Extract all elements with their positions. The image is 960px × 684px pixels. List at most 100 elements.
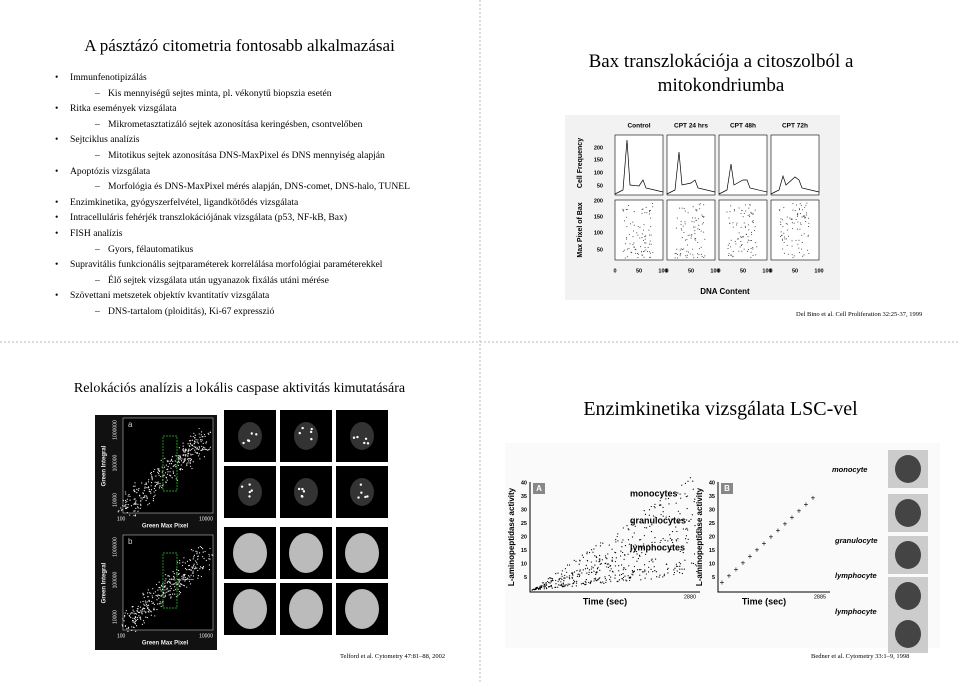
dot bbox=[122, 618, 124, 620]
dot bbox=[161, 601, 163, 603]
dot bbox=[791, 218, 793, 220]
dot bbox=[644, 569, 646, 571]
dot bbox=[805, 220, 807, 222]
dot bbox=[142, 492, 144, 494]
dot bbox=[164, 472, 167, 474]
dot bbox=[749, 214, 751, 216]
dot bbox=[607, 553, 609, 555]
dot bbox=[199, 568, 201, 570]
bullet: Enzimkinetika, gyógyszerfelvétel, ligand… bbox=[48, 195, 468, 211]
tick-label: 100 bbox=[594, 230, 603, 236]
spot bbox=[248, 490, 251, 494]
dot bbox=[584, 568, 587, 570]
tick-label: 100 bbox=[814, 268, 823, 274]
dot bbox=[694, 217, 696, 219]
dot bbox=[182, 449, 184, 451]
dot bbox=[189, 583, 192, 585]
sub-bullet: Gyors, félautomatikus bbox=[70, 242, 468, 258]
marker: + bbox=[741, 559, 746, 568]
dot bbox=[126, 628, 128, 630]
dot bbox=[656, 576, 658, 578]
dot bbox=[544, 585, 546, 587]
dot bbox=[727, 248, 729, 250]
dot bbox=[738, 207, 740, 209]
dot bbox=[148, 608, 150, 610]
dot bbox=[689, 477, 692, 479]
dot bbox=[179, 592, 182, 594]
dot bbox=[151, 600, 153, 603]
dot bbox=[585, 564, 587, 566]
dot bbox=[644, 513, 647, 515]
bullet: Sejtciklus analízisMitotikus sejtek azon… bbox=[48, 132, 468, 163]
dot bbox=[204, 447, 206, 449]
slide-title: A pásztázó citometria fontosabb alkalmaz… bbox=[84, 36, 395, 55]
dot bbox=[676, 530, 678, 533]
dot bbox=[644, 238, 646, 240]
dot bbox=[184, 562, 186, 564]
dot bbox=[794, 210, 796, 212]
dot bbox=[204, 435, 206, 437]
dot bbox=[167, 468, 169, 470]
dot bbox=[649, 209, 651, 211]
dot bbox=[664, 539, 666, 541]
dot bbox=[622, 579, 625, 581]
dot bbox=[148, 592, 150, 594]
dot bbox=[155, 583, 158, 586]
dot bbox=[680, 248, 682, 250]
dot bbox=[167, 581, 169, 583]
dot bbox=[166, 591, 168, 593]
tick-label: 15 bbox=[709, 548, 715, 554]
dot bbox=[747, 250, 749, 252]
dot bbox=[199, 566, 202, 568]
dot bbox=[741, 244, 743, 246]
dot bbox=[589, 581, 592, 584]
bullet-text: Enzimkinetika, gyógyszerfelvétel, ligand… bbox=[70, 196, 299, 208]
dot bbox=[799, 228, 801, 230]
dot bbox=[624, 257, 626, 259]
dot bbox=[732, 222, 734, 224]
dot bbox=[140, 601, 142, 603]
dot bbox=[792, 257, 794, 259]
dot bbox=[780, 218, 782, 220]
dot bbox=[633, 246, 635, 248]
dot bbox=[649, 257, 651, 259]
dot bbox=[681, 484, 683, 486]
spot bbox=[357, 496, 360, 499]
dot bbox=[201, 566, 203, 569]
dot bbox=[564, 585, 566, 587]
dot bbox=[611, 557, 613, 559]
dot bbox=[675, 539, 677, 541]
dot bbox=[621, 578, 623, 580]
dot bbox=[192, 570, 194, 572]
dot bbox=[573, 579, 575, 581]
dot bbox=[631, 569, 633, 572]
dot bbox=[595, 580, 598, 582]
dot bbox=[575, 582, 578, 584]
dot bbox=[802, 255, 804, 257]
dot bbox=[137, 510, 139, 512]
marker: + bbox=[727, 572, 732, 581]
dot bbox=[171, 583, 173, 585]
dot bbox=[179, 559, 181, 562]
dot bbox=[691, 235, 693, 237]
dot bbox=[671, 539, 673, 541]
dot bbox=[628, 247, 630, 249]
dot bbox=[639, 226, 641, 228]
marker: + bbox=[769, 533, 774, 542]
dot bbox=[729, 211, 731, 213]
dot bbox=[802, 216, 804, 218]
dot bbox=[629, 579, 631, 582]
dot bbox=[121, 624, 123, 626]
dot bbox=[205, 442, 207, 444]
dot bbox=[152, 500, 154, 502]
dot bbox=[193, 568, 196, 570]
dot bbox=[182, 445, 184, 447]
dot bbox=[134, 503, 136, 505]
dot bbox=[783, 232, 785, 234]
dot bbox=[728, 217, 730, 219]
dot bbox=[148, 490, 150, 492]
dot bbox=[749, 204, 751, 206]
panel-letter: b bbox=[128, 537, 133, 546]
dot bbox=[558, 579, 560, 581]
dot bbox=[201, 449, 203, 451]
